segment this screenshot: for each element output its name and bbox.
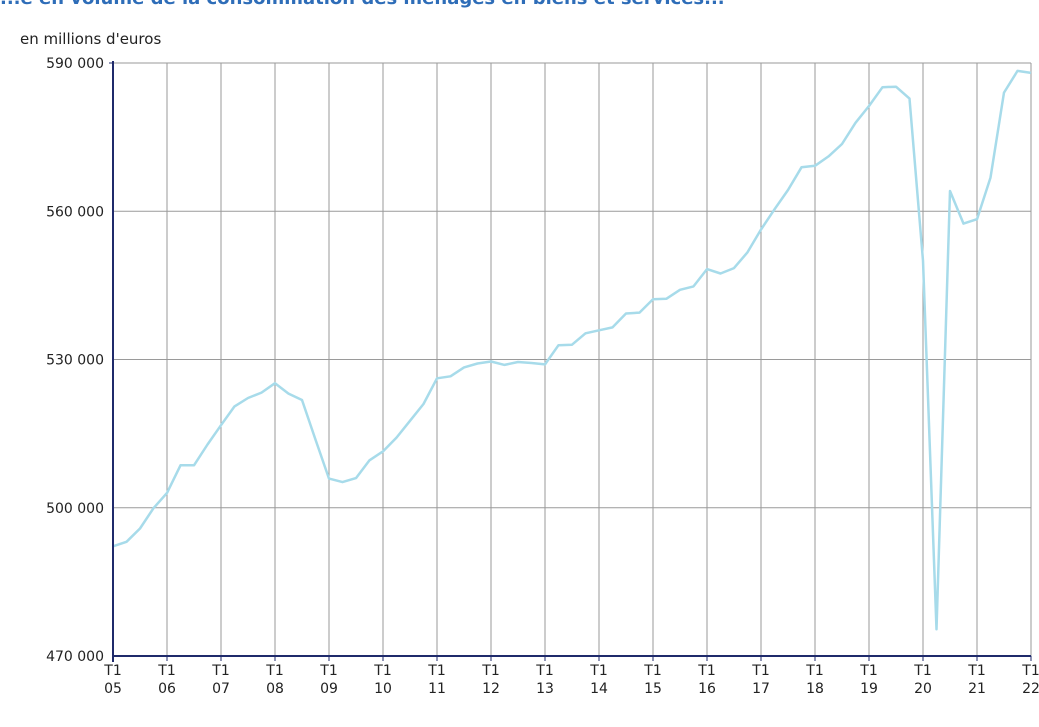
x-tick-label-quarter: T1 — [481, 663, 499, 679]
x-tick-label-quarter: T1 — [319, 663, 337, 679]
x-tick-label-quarter: T1 — [805, 663, 823, 679]
series-layer — [112, 69, 1032, 631]
x-tick-label-quarter: T1 — [535, 663, 553, 679]
x-tick-label-year: 14 — [590, 681, 608, 697]
x-tick-label-year: 10 — [374, 681, 392, 697]
x-tick-label-quarter: T1 — [427, 663, 445, 679]
x-tick-label-year: 17 — [752, 681, 770, 697]
x-tick-label-year: 09 — [320, 681, 338, 697]
axes-layer — [109, 61, 1032, 662]
x-tick-label-year: 19 — [860, 681, 878, 697]
x-tick-label-year: 12 — [482, 681, 500, 697]
x-tick-label-year: 11 — [428, 681, 446, 697]
x-tick-label-year: 15 — [644, 681, 662, 697]
grid-layer — [113, 62, 1032, 656]
x-tick-label-quarter: T1 — [589, 663, 607, 679]
x-tick-label-quarter: T1 — [211, 663, 229, 679]
x-tick-labels: T1 05 T1 06 T1 07 T1 08 T1 09 T1 10 T1 11 T1 12 T1 13 T1 14… — [103, 663, 1039, 697]
x-tick-label-quarter: T1 — [751, 663, 769, 679]
y-tick-label: 500 000 — [46, 501, 104, 517]
y-tick-label: 470 000 — [46, 649, 104, 665]
x-tick-label-year: 21 — [968, 681, 986, 697]
x-tick-label-quarter: T1 — [913, 663, 931, 679]
x-tick-label-quarter: T1 — [265, 663, 283, 679]
x-tick-label-year: 16 — [698, 681, 716, 697]
x-tick-label-year: 07 — [212, 681, 230, 697]
x-tick-label-quarter: T1 — [1021, 663, 1039, 679]
x-tick-label-quarter: T1 — [373, 663, 391, 679]
x-tick-label-quarter: T1 — [697, 663, 715, 679]
x-tick-label-year: 05 — [104, 681, 122, 697]
x-tick-label-quarter: T1 — [643, 663, 661, 679]
x-tick-label-year: 18 — [806, 681, 824, 697]
x-tick-label-quarter: T1 — [157, 663, 175, 679]
y-tick-label: 590 000 — [46, 56, 104, 72]
chart-title: ...e en volume de la consommation des mé… — [0, 0, 1039, 10]
series-line — [112, 69, 1032, 631]
y-tick-labels: 590 000 560 000 530 000 500 000 470 000 — [46, 56, 104, 665]
x-tick-label-year: 06 — [158, 681, 176, 697]
x-tick-label-quarter: T1 — [859, 663, 877, 679]
y-tick-label: 530 000 — [46, 353, 104, 369]
x-tick-label-quarter: T1 — [103, 663, 121, 679]
x-tick-label-year: 13 — [536, 681, 554, 697]
y-axis-unit-label: en millions d'euros — [20, 30, 162, 48]
x-tick-label-year: 20 — [914, 681, 932, 697]
x-tick-label-year: 08 — [266, 681, 284, 697]
x-tick-label-quarter: T1 — [967, 663, 985, 679]
x-tick-label-year: 22 — [1022, 681, 1039, 697]
y-tick-label: 560 000 — [46, 204, 104, 220]
